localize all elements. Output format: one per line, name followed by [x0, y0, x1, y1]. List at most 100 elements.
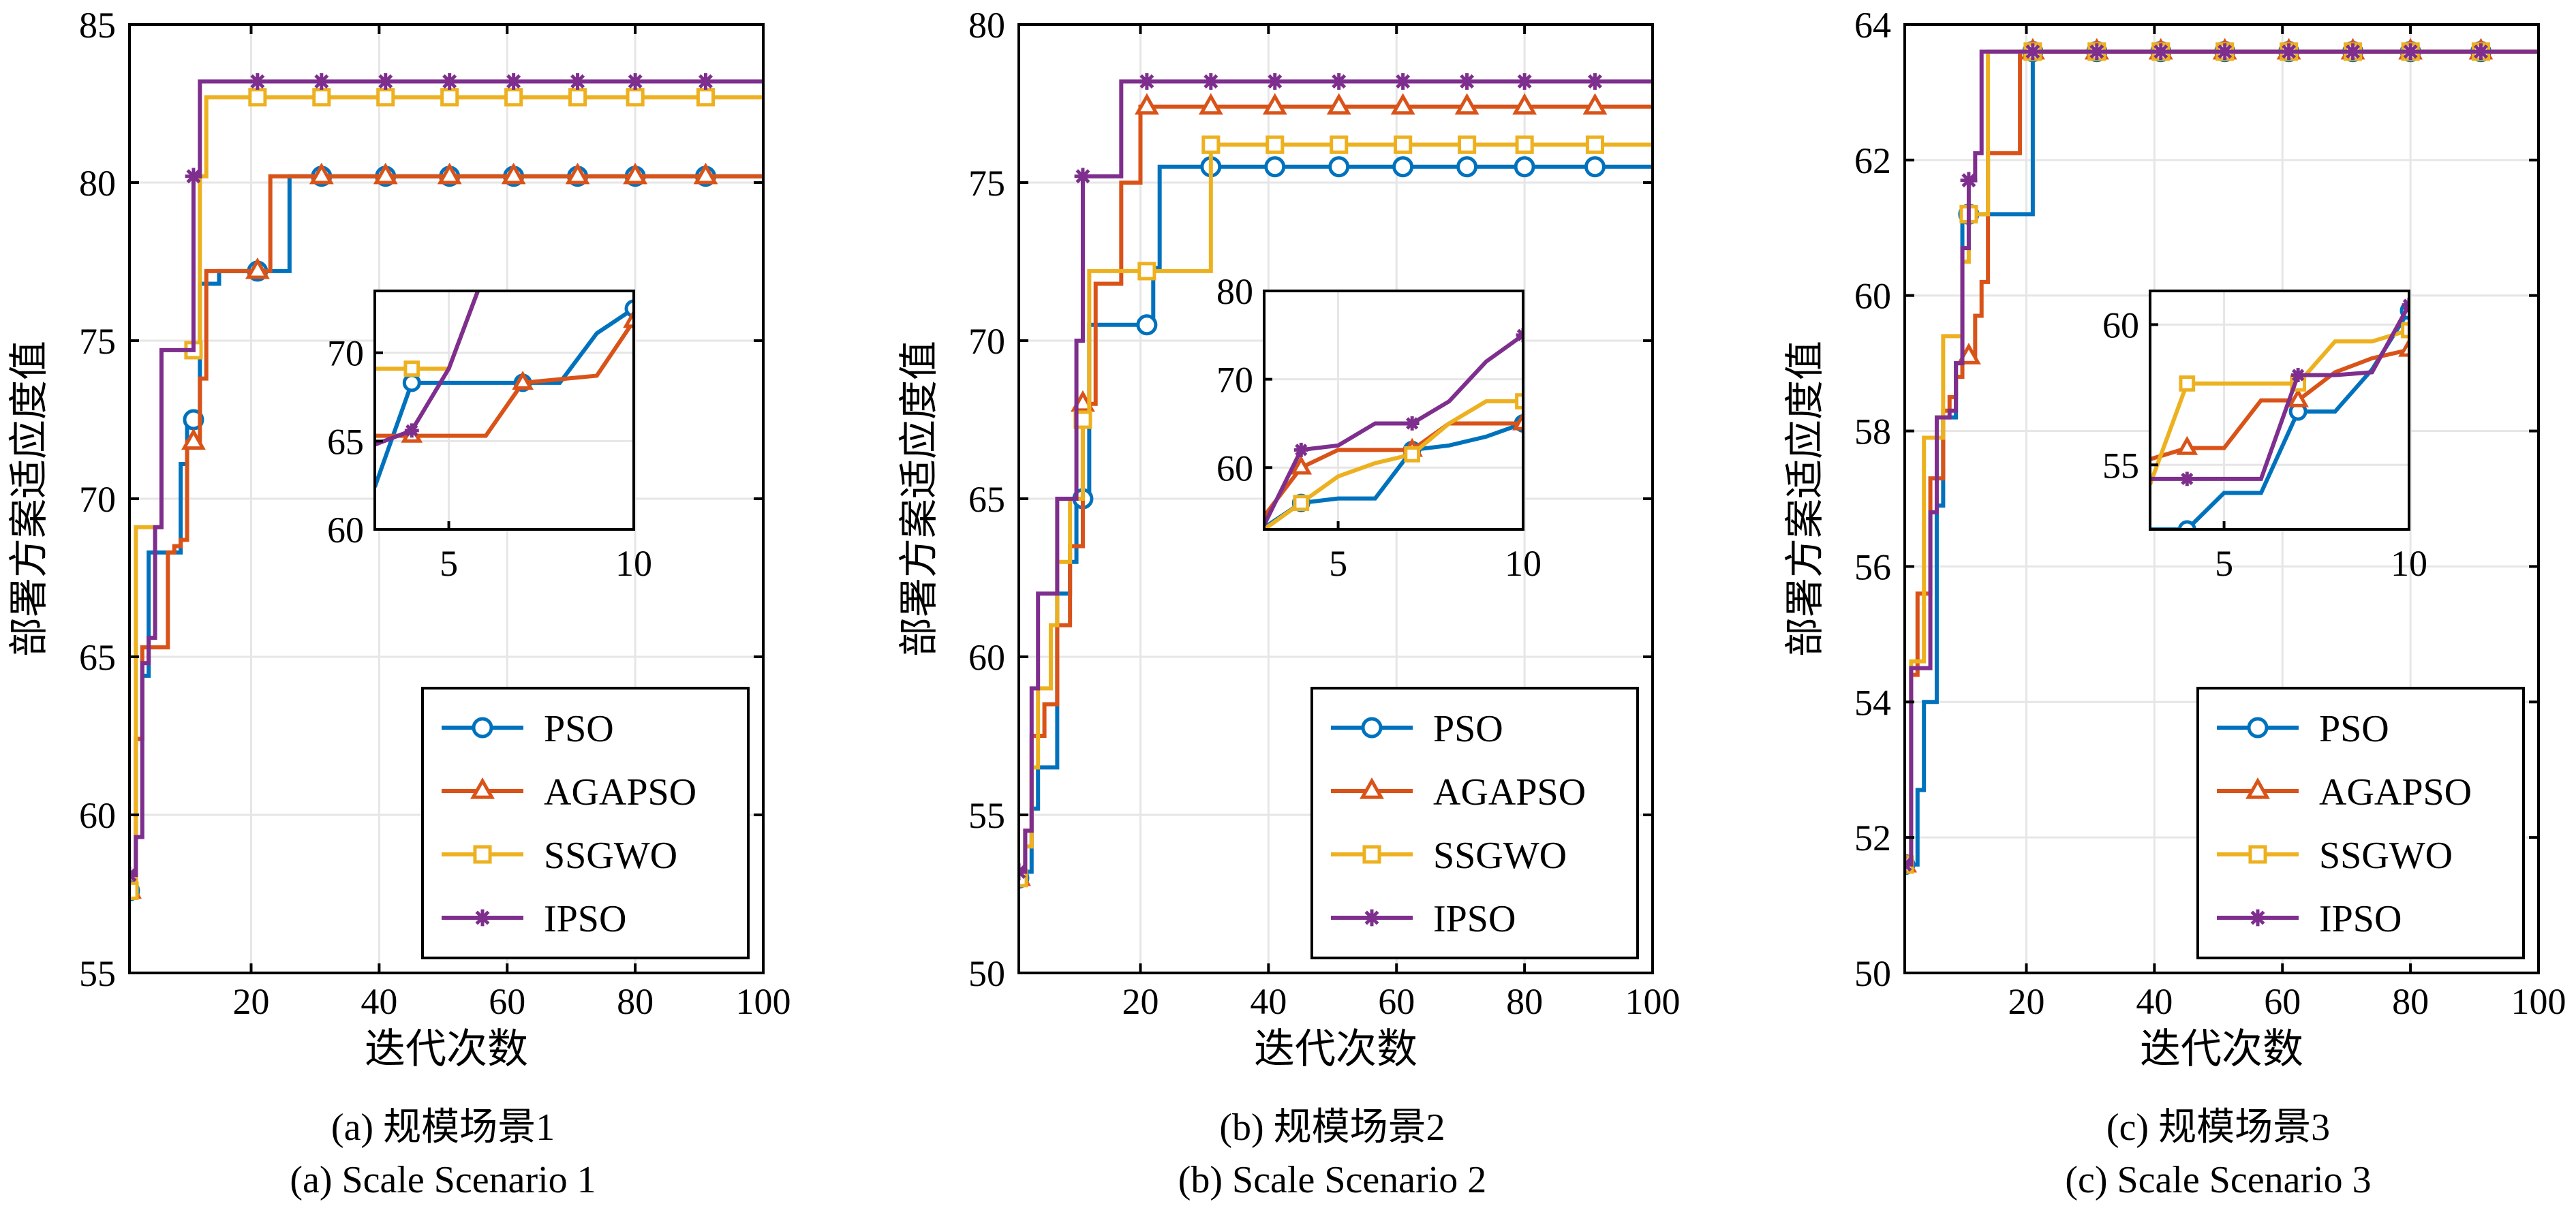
data-point-ssgwo	[376, 88, 395, 107]
data-point-ipso	[626, 73, 644, 90]
data-point-ssgwo	[568, 88, 587, 107]
legend-item-ipso: IPSO	[1331, 898, 1516, 940]
legend-item-pso: PSO	[442, 708, 614, 750]
data-point-agapso	[623, 162, 648, 185]
inset-data-point-ssgwo	[1404, 446, 1420, 463]
inset-data-point-ipso	[2402, 298, 2409, 313]
y-tick-label: 50	[1854, 953, 1891, 994]
data-point-ssgwo	[504, 88, 523, 107]
inset-series-pso	[2150, 301, 2409, 529]
inset-x-tick-label: 10	[1505, 543, 1542, 584]
data-point-pso	[1328, 156, 1350, 178]
data-point-ssgwo	[1515, 135, 1534, 154]
legend-label: AGAPSO	[2319, 771, 2472, 814]
x-tick-label: 60	[1378, 981, 1415, 1022]
legend-item-agapso: AGAPSO	[1331, 771, 1586, 814]
inset-data-point-pso	[2177, 520, 2196, 529]
legend-item-ssgwo: SSGWO	[2217, 835, 2453, 877]
data-point-ipso	[1266, 73, 1284, 90]
legend-label: PSO	[2319, 708, 2389, 750]
inset-y-tick-label: 55	[2102, 445, 2139, 486]
series-ipso-c	[1905, 43, 2539, 873]
data-point-ipso	[377, 73, 395, 90]
legend-marker-ssgwo	[1362, 845, 1381, 864]
data-point-ipso	[2024, 43, 2042, 61]
x-tick-label: 60	[489, 981, 525, 1022]
y-tick-label: 65	[79, 637, 116, 678]
data-point-ipso	[1394, 73, 1411, 90]
x-tick-label: 100	[736, 981, 791, 1022]
y-tick-label: 65	[968, 479, 1005, 520]
data-point-ipso	[2472, 43, 2489, 61]
y-tick-label: 52	[1854, 818, 1891, 858]
x-axis-label: 迭代次数	[365, 1027, 528, 1072]
data-point-agapso	[245, 257, 270, 279]
legend-label: SSGWO	[1433, 835, 1567, 877]
x-tick-label: 20	[2008, 981, 2044, 1022]
data-point-ipso	[1330, 73, 1348, 90]
inset-series-agapso	[2150, 337, 2409, 461]
legend-label: AGAPSO	[544, 771, 696, 814]
inset-y-tick-label: 60	[327, 510, 364, 551]
series-ipso-b	[1019, 73, 1653, 880]
data-point-agapso	[501, 162, 526, 185]
inset-data-point-agapso	[512, 371, 534, 390]
data-point-ssgwo	[1394, 135, 1413, 154]
data-point-ipso	[2216, 43, 2234, 61]
legend-label: SSGWO	[544, 835, 677, 877]
inset-series-ipso	[375, 291, 480, 447]
inset-data-point-ipso	[1405, 416, 1420, 431]
legend-marker-pso	[2247, 717, 2269, 739]
data-point-ipso	[2088, 43, 2106, 61]
inset-data-point-pso	[402, 373, 421, 392]
legend-item-ssgwo: SSGWO	[1331, 835, 1567, 877]
data-point-ssgwo	[1330, 135, 1349, 154]
legend-label: IPSO	[544, 898, 626, 940]
inset-c: 5 10 55 60	[2102, 290, 2427, 584]
legend-label: IPSO	[1433, 898, 1516, 940]
data-point-ipso	[1586, 73, 1604, 90]
data-point-ipso	[1019, 863, 1028, 880]
y-tick-label: 64	[1854, 5, 1891, 46]
subplot-c: 20 40 60 80 100 50 52 54 56 58 60 62 64 迭代次数 部署方案适应度值 5…	[1783, 5, 2566, 1201]
y-tick-label: 75	[79, 321, 116, 362]
inset-data-point-ipso	[1293, 442, 1308, 457]
inset-x-tick-label: 5	[440, 543, 458, 584]
inset-data-point-agapso	[2176, 435, 2198, 455]
legend-marker-ipso	[2249, 909, 2267, 927]
legend-marker-agapso	[1360, 777, 1384, 799]
caption-en-c: (c) Scale Scenario 3	[2065, 1159, 2371, 1201]
data-point-agapso	[693, 162, 718, 185]
data-point-agapso	[1134, 93, 1159, 115]
data-point-agapso	[1326, 93, 1351, 115]
x-tick-label: 80	[1506, 981, 1543, 1022]
legend-item-pso: PSO	[1331, 708, 1503, 750]
data-point-agapso	[1582, 93, 1608, 115]
data-point-ipso	[1138, 73, 1156, 90]
inset-y-tick-label: 60	[1216, 448, 1253, 489]
data-point-pso	[1514, 156, 1535, 178]
legend-label: AGAPSO	[1433, 771, 1586, 814]
y-axis-label: 部署方案适应度值	[7, 341, 51, 657]
caption-cn-b: (b) 规模场景2	[1219, 1106, 1445, 1149]
data-point-ipso	[185, 168, 202, 185]
inset-x-tick-label: 10	[2391, 543, 2427, 584]
inset-data-point-ipso	[1516, 328, 1523, 343]
inset-frame	[1263, 290, 1524, 531]
y-tick-label: 60	[968, 637, 1005, 678]
data-point-ipso	[1074, 168, 1092, 185]
x-tick-label: 100	[2511, 981, 2566, 1022]
inset-b: 5 10 60 70 80	[1216, 271, 1542, 584]
subplot-a: 20 40 60 80 100 55 60 65 70 75 80 85 迭代次数 部署方案适应度值 5 10…	[7, 5, 791, 1201]
y-axis-label: 部署方案适应度值	[897, 341, 941, 657]
series-ipso-a	[129, 73, 763, 884]
x-tick-label: 80	[617, 981, 654, 1022]
legend-item-pso: PSO	[2217, 708, 2389, 750]
data-point-ipso	[2344, 43, 2361, 61]
data-point-ssgwo	[129, 881, 139, 900]
inset-x-tick-label: 5	[2215, 543, 2233, 584]
inset-data-point-agapso	[2398, 337, 2409, 357]
data-point-ipso	[441, 73, 459, 90]
inset-x-tick-label: 5	[1329, 543, 1347, 584]
inset-data-point-ipso	[2179, 471, 2194, 486]
